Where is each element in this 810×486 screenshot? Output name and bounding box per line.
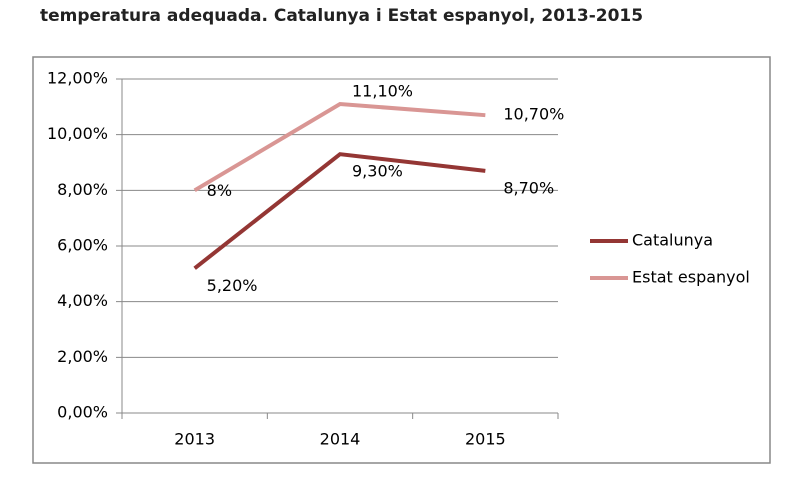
data-label: 11,10% [352, 82, 413, 101]
data-label: 8% [207, 181, 232, 200]
x-tick-label: 2015 [465, 430, 506, 449]
chart-title: temperatura adequada. Catalunya i Estat … [40, 6, 643, 26]
legend-label: Catalunya [632, 231, 713, 250]
legend-label: Estat espanyol [632, 268, 750, 287]
data-label: 10,70% [503, 105, 564, 124]
data-label: 8,70% [503, 178, 554, 197]
y-tick-label: 8,00% [57, 180, 108, 199]
data-label: 9,30% [352, 162, 403, 181]
y-tick-label: 6,00% [57, 236, 108, 255]
data-line [193, 152, 486, 270]
x-tick-label: 2014 [320, 430, 361, 449]
y-tick-label: 10,00% [47, 124, 108, 143]
y-tick-label: 0,00% [57, 403, 108, 422]
y-tick-label: 4,00% [57, 291, 108, 310]
y-tick-label: 2,00% [57, 347, 108, 366]
chart-frame [32, 56, 771, 464]
y-tick-label: 12,00% [47, 69, 108, 88]
data-label: 5,20% [207, 276, 258, 295]
data-line [193, 102, 486, 193]
x-tick-label: 2013 [174, 430, 215, 449]
